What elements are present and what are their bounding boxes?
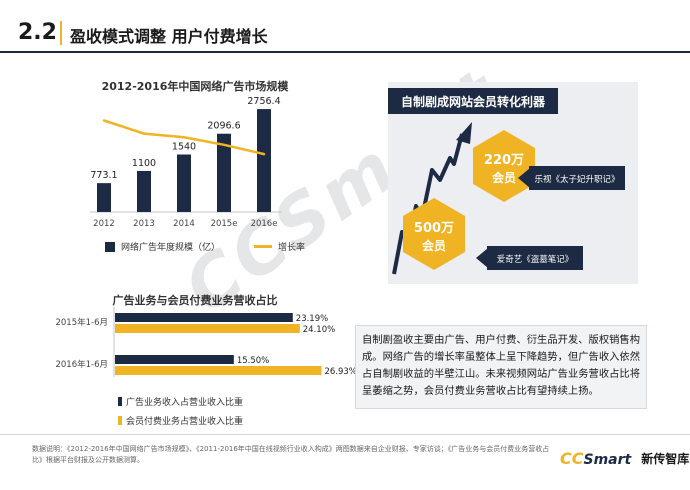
panel-title: 自制剧成网站会员转化利器 [388, 88, 558, 114]
market-bar-2014 [177, 154, 191, 212]
market-value-label-2013: 1100 [132, 158, 156, 169]
revenue-share-chart: 2015年1-6月 23.19%24.10% 2016年1-6月 15.50% 26.9… [55, 307, 357, 377]
footer-note: 数据说明：《2012-2016年中国网络广告市场规模》、《2011-2016年中… [32, 445, 550, 464]
chart1-title: 2012-2016年中国网络广告市场规模 [101, 80, 289, 93]
market-bar-2013 [137, 170, 151, 212]
share-bar-0-0 [115, 313, 293, 322]
hex-220w [473, 130, 535, 202]
tag-letv-label: 乐视《太子妃升职记》 [534, 174, 619, 185]
chart2-legend: 广告业务收入占营业收入比重 会员付费业务占营业收入比重 [118, 395, 243, 433]
x-tick-2013: 2013 [133, 219, 155, 229]
growth-arrow-head [456, 122, 472, 144]
legend-ad-label: 广告业务收入占营业收入比重 [126, 398, 244, 408]
legend-line-label: 增长率 [278, 243, 306, 253]
chart1-legend: 网络广告年度规模（亿） 增长率 [105, 240, 305, 253]
share-value-label-1-1: 26.93% [324, 367, 356, 377]
section-number: 2.2 [18, 20, 57, 45]
chart2-title: 广告业务与会员付费业务营收占比 [112, 294, 278, 307]
brand-logo-cc: CCSmart [560, 449, 632, 468]
legend-ad-swatch [118, 397, 122, 406]
brand-name: 新传智库 [641, 452, 690, 466]
hex-220w-value: 220万 [484, 153, 524, 168]
market-value-label-2016e: 2756.4 [247, 96, 280, 107]
legend2-row-member: 会员付费业务占营业收入比重 [118, 414, 243, 427]
y-tick-1: 2016年1-6月 [55, 359, 108, 370]
growth-rate-line [102, 119, 266, 156]
legend-bar-label: 网络广告年度规模（亿） [121, 243, 221, 253]
x-tick-2015e: 2015e [211, 219, 238, 229]
legend-line-swatch [254, 245, 273, 248]
description-box: 自制剧盈收主要由广告、用户付费、衍生品开发、版权销售构成。网络广告的增长率虽整体… [355, 325, 647, 409]
market-value-label-2014: 1540 [172, 142, 196, 153]
market-size-chart: 773.1 2012 1100 2013 1540 2014 2096.6 2015e 2756… [90, 96, 282, 229]
x-tick-2012: 2012 [93, 219, 115, 229]
hex-220w-unit: 会员 [492, 170, 516, 185]
market-bar-2012 [97, 183, 111, 212]
hex-500w [403, 198, 465, 270]
page-title: 盈收模式调整 用户付费增长 [70, 27, 268, 46]
tag-letv-arrow [518, 168, 530, 188]
share-value-label-1-0: 15.50% [237, 356, 269, 366]
share-value-label-0-1: 24.10% [303, 325, 335, 335]
share-bar-1-1 [115, 366, 322, 375]
member-infographic: 220万 会员 500万 会员 乐视《太子妃升职记》 爱奇艺《盗墓笔记》 [392, 122, 625, 275]
hex-500w-unit: 会员 [422, 238, 446, 253]
market-bar-2015e [217, 133, 231, 212]
share-bar-1-0 [115, 355, 234, 364]
brand-logo: CCSmart 新传智库 [560, 449, 689, 468]
legend-member-swatch [118, 416, 122, 425]
x-tick-2014: 2014 [173, 219, 195, 229]
page-header: 2.2 盈收模式调整 用户付费增长 [0, 0, 690, 53]
tag-iqiyi-arrow [476, 248, 488, 268]
tag-letv [529, 166, 625, 190]
market-value-label-2012: 773.1 [90, 170, 117, 181]
legend-bar-swatch [105, 241, 115, 252]
section-separator [60, 21, 62, 45]
share-value-label-0-0: 23.19% [296, 314, 328, 324]
y-tick-0: 2015年1-6月 [55, 317, 108, 328]
hex-500w-value: 500万 [414, 221, 454, 236]
tag-iqiyi-label: 爱奇艺《盗墓笔记》 [497, 254, 574, 265]
footer-divider [0, 434, 690, 435]
legend-member-label: 会员付费业务占营业收入比重 [126, 417, 244, 427]
x-tick-2016e: 2016e [251, 219, 278, 229]
market-bar-2016e [257, 109, 271, 212]
tag-iqiyi [487, 246, 583, 270]
market-value-label-2015e: 2096.6 [207, 121, 240, 132]
legend2-row-ad: 广告业务收入占营业收入比重 [118, 395, 243, 408]
share-bar-0-1 [115, 324, 300, 333]
header-divider [0, 51, 690, 53]
